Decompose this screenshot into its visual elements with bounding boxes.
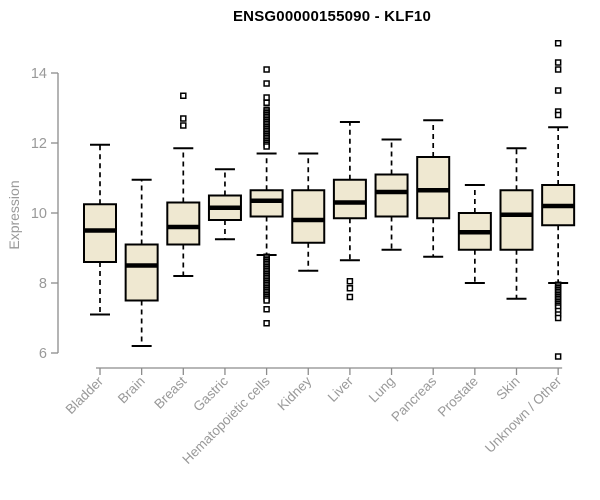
iqr-box bbox=[332, 178, 367, 220]
outlier-point bbox=[554, 59, 562, 66]
y-tick-label: 8 bbox=[39, 276, 47, 292]
outlier-point bbox=[554, 111, 562, 119]
iqr-box bbox=[166, 201, 201, 246]
y-tick-label: 12 bbox=[31, 136, 47, 152]
outlier-point bbox=[263, 80, 270, 87]
iqr-box bbox=[124, 243, 159, 302]
outlier-point bbox=[263, 94, 270, 101]
outlier-point bbox=[554, 353, 562, 360]
outlier-point bbox=[346, 278, 354, 285]
outlier-point bbox=[263, 66, 270, 73]
outlier-point bbox=[263, 320, 270, 327]
outlier-point bbox=[263, 297, 270, 304]
iqr-box bbox=[499, 189, 534, 251]
y-tick-label: 10 bbox=[31, 206, 47, 222]
iqr-box bbox=[83, 203, 117, 263]
x-tick-label: Breast bbox=[151, 373, 189, 411]
outlier-point bbox=[554, 87, 562, 94]
x-tick-label: Liver bbox=[325, 373, 357, 405]
y-tick-label: 14 bbox=[31, 66, 47, 82]
outlier-point bbox=[180, 122, 187, 129]
x-tick-label: Kidney bbox=[275, 373, 315, 413]
chart-title: ENSG00000155090 - KLF10 bbox=[232, 8, 432, 25]
iqr-box bbox=[416, 156, 451, 220]
x-tick-label: Brain bbox=[115, 374, 148, 407]
x-tick-label: Pancreas bbox=[388, 373, 439, 424]
x-tick-label: Lung bbox=[366, 374, 398, 406]
outlier-point bbox=[554, 314, 562, 322]
outlier-point bbox=[554, 40, 562, 47]
outlier-point bbox=[346, 293, 354, 301]
iqr-box bbox=[291, 189, 326, 244]
outlier-point bbox=[263, 306, 270, 313]
outlier-point bbox=[180, 92, 187, 99]
outlier-point bbox=[346, 285, 354, 292]
outlier-point bbox=[554, 66, 562, 73]
x-tick-label: Unknown / Other bbox=[482, 373, 565, 456]
x-tick-label: Bladder bbox=[63, 373, 107, 417]
outlier-point bbox=[180, 115, 187, 122]
x-tick-label: Prostate bbox=[435, 374, 481, 420]
y-tick-label: 6 bbox=[39, 346, 47, 362]
x-tick-label: Skin bbox=[493, 374, 522, 403]
iqr-box bbox=[374, 173, 409, 218]
outlier-point bbox=[263, 143, 270, 150]
x-tick-label: Gastric bbox=[190, 373, 231, 414]
outlier-point bbox=[263, 99, 270, 106]
iqr-box bbox=[249, 189, 284, 218]
